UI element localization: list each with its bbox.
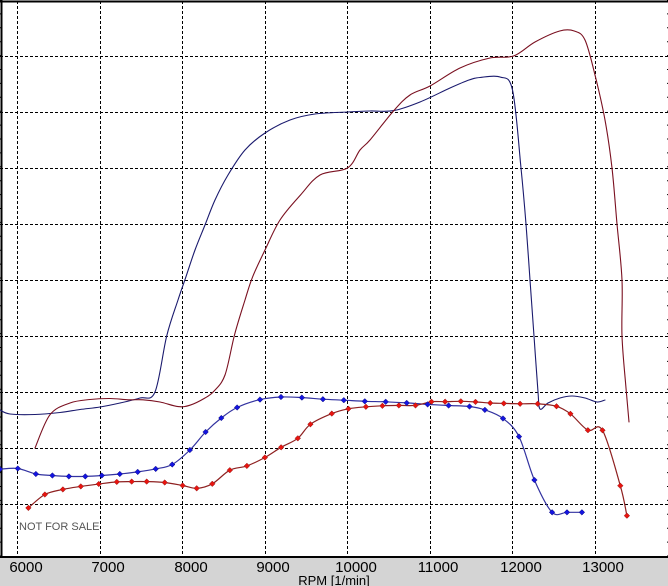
svg-text:13000: 13000 <box>582 559 624 576</box>
svg-text:RPM [1/min]: RPM [1/min] <box>298 573 370 586</box>
svg-text:NOT FOR SALE: NOT FOR SALE <box>19 521 99 533</box>
svg-text:6000: 6000 <box>9 559 42 576</box>
svg-text:7000: 7000 <box>91 559 124 576</box>
svg-text:11000: 11000 <box>418 559 459 576</box>
svg-text:9000: 9000 <box>256 559 289 576</box>
svg-text:12000: 12000 <box>500 559 542 576</box>
svg-text:8000: 8000 <box>174 559 207 576</box>
